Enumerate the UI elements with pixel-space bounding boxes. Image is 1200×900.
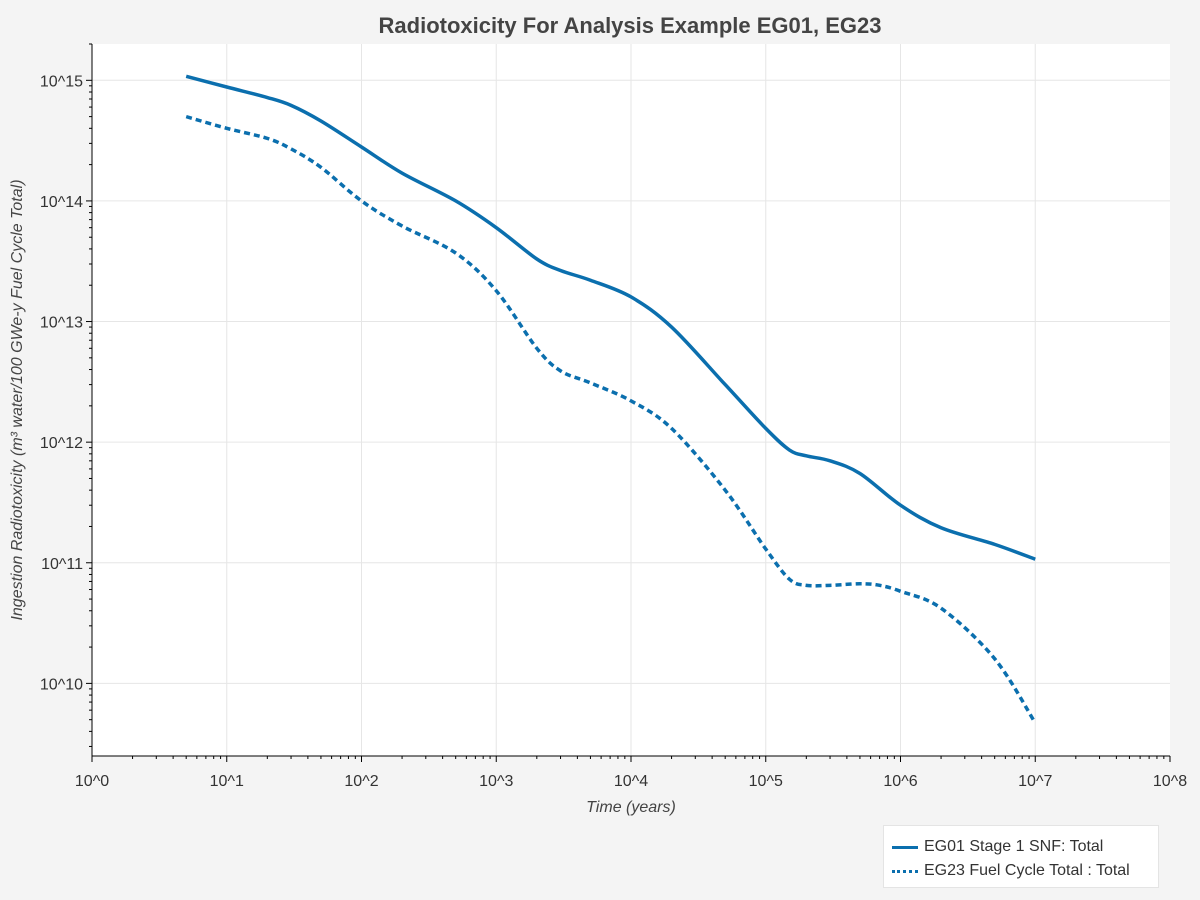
x-tick-label: 10^7	[1018, 773, 1052, 790]
legend-item-eg01[interactable]: EG01 Stage 1 SNF: Total	[892, 836, 1103, 858]
legend: EG01 Stage 1 SNF: Total EG23 Fuel Cycle …	[883, 825, 1159, 888]
series-line-eg23	[185, 114, 1037, 724]
y-axis-label: Ingestion Radiotoxicity (m³ water/100 GW…	[9, 179, 26, 620]
series-lines	[185, 74, 1037, 724]
x-tick-label: 10^8	[1153, 773, 1187, 790]
x-tick-label: 10^5	[749, 773, 783, 790]
x-tick-label: 10^4	[614, 773, 648, 790]
legend-label-eg01: EG01 Stage 1 SNF: Total	[924, 838, 1104, 855]
grid-lines	[92, 44, 1170, 756]
axes: 10^0 10^1 10^2 10^3 10^4 10^5 10^6 10^7 10^8 10^1…	[40, 43, 1187, 790]
y-tick-label: 10^15	[40, 73, 83, 90]
x-tick-label: 10^0	[75, 773, 109, 790]
x-tick-label: 10^1	[210, 773, 244, 790]
x-tick-label: 10^2	[344, 773, 378, 790]
chart-title: Radiotoxicity For Analysis Example EG01,…	[379, 13, 882, 38]
legend-swatch-dashed	[892, 869, 918, 873]
legend-swatch-solid	[892, 845, 918, 849]
y-tick-label: 10^10	[40, 676, 83, 693]
y-tick-label: 10^13	[40, 315, 83, 332]
x-tick-label: 10^6	[883, 773, 917, 790]
legend-label-eg23: EG23 Fuel Cycle Total : Total	[924, 862, 1130, 879]
legend-item-eg23[interactable]: EG23 Fuel Cycle Total : Total	[892, 860, 1130, 882]
y-tick-label: 10^11	[41, 556, 83, 573]
x-tick-label: 10^3	[479, 773, 513, 790]
series-line-eg01	[185, 74, 1036, 561]
x-axis-label: Time (years)	[586, 799, 676, 816]
y-tick-label: 10^14	[40, 194, 83, 211]
y-tick-label: 10^12	[40, 435, 83, 452]
